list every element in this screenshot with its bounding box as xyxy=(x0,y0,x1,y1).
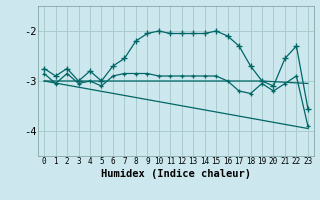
X-axis label: Humidex (Indice chaleur): Humidex (Indice chaleur) xyxy=(101,169,251,179)
